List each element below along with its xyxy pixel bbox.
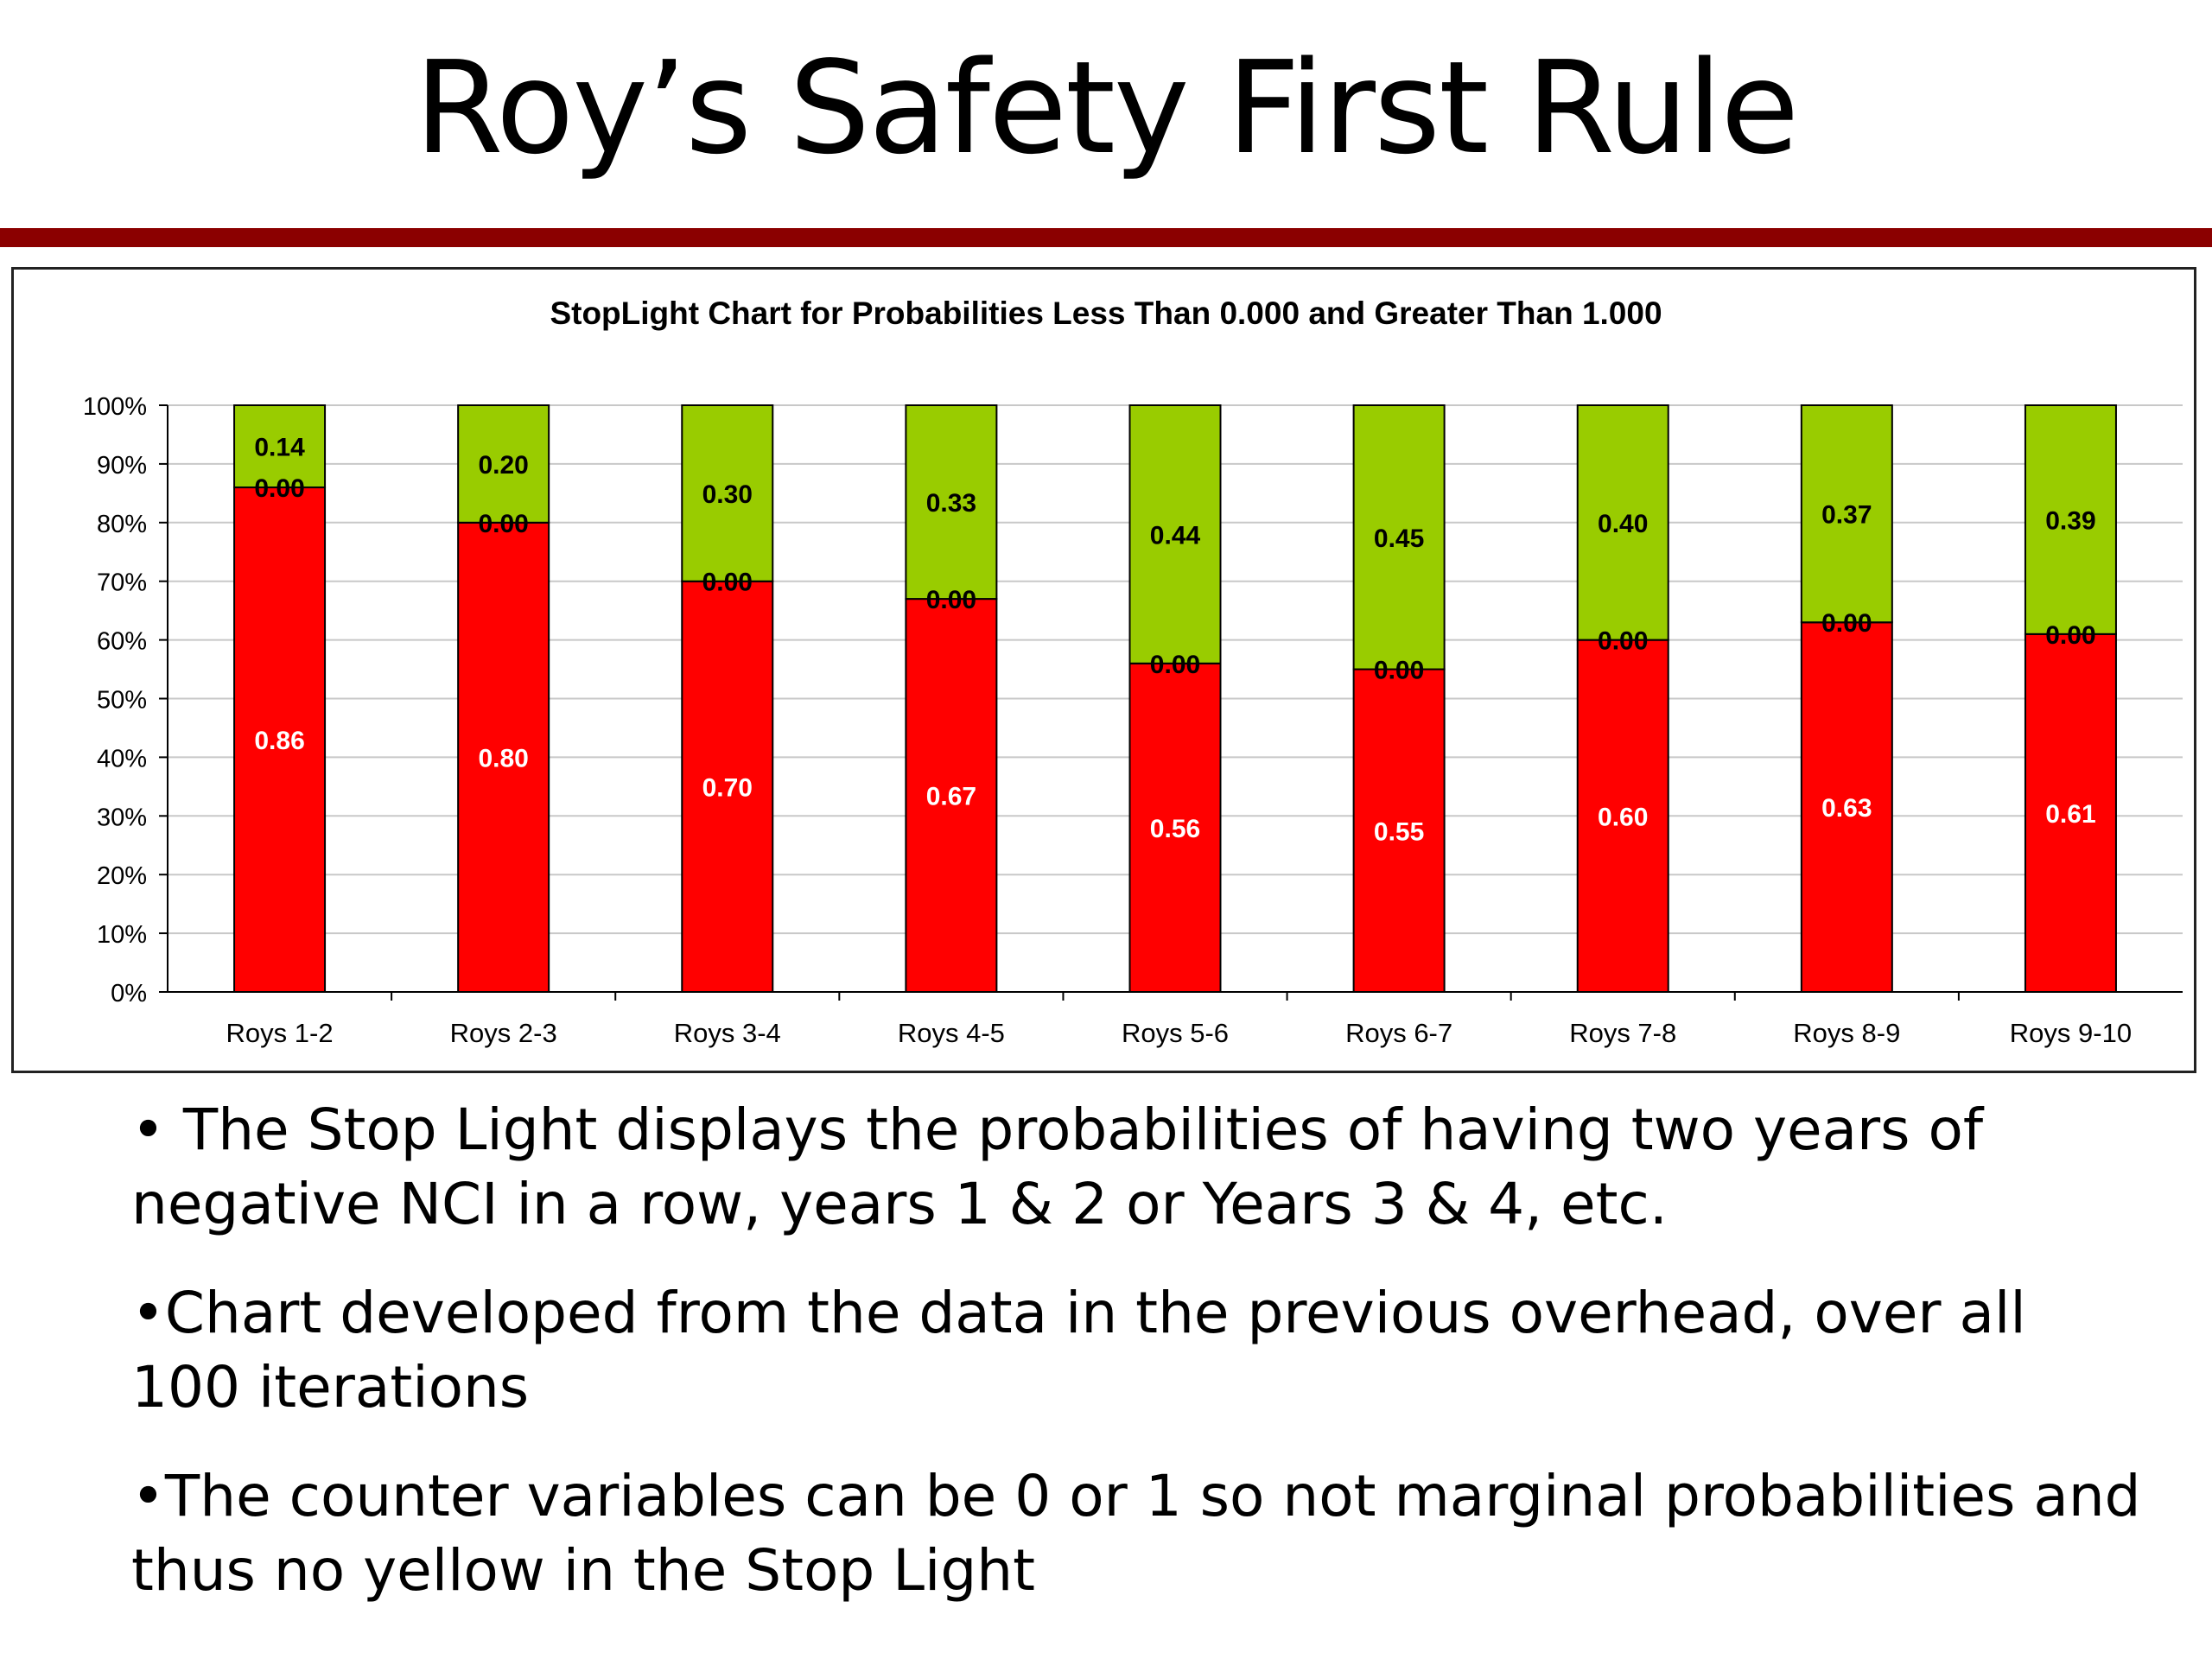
x-tick-label: Roys 2-3 <box>450 1018 557 1048</box>
data-label: 0.00 <box>702 569 753 597</box>
y-tick-label: 20% <box>97 862 147 890</box>
stoplight-chart: StopLight Chart for Probabilities Less T… <box>83 296 2183 1048</box>
data-label: 0.00 <box>1821 609 1872 638</box>
bar-segment <box>457 404 550 524</box>
bar-segment <box>905 404 998 601</box>
data-label: 0.63 <box>1821 794 1872 823</box>
data-label: 0.37 <box>1821 501 1872 530</box>
data-labels: 0.86 0.00 0.14 0.80 0.00 0.20 0.70 0.00 0.30 0.67… <box>254 434 2095 847</box>
data-label: 0.20 <box>478 451 528 480</box>
y-tick-label: 0% <box>111 980 147 1007</box>
data-label: 0.00 <box>2045 621 2095 650</box>
data-label: 0.39 <box>2045 506 2095 535</box>
data-label: 0.14 <box>254 434 305 462</box>
chart-title: StopLight Chart for Probabilities Less T… <box>550 296 1662 331</box>
data-label: 0.80 <box>478 744 528 772</box>
bar-segment <box>2024 404 2117 635</box>
bullet-item: •Chart developed from the data in the pr… <box>131 1280 2026 1421</box>
bar-segment <box>1800 404 1893 624</box>
data-label: 0.40 <box>1598 510 1648 538</box>
data-label: 0.45 <box>1374 524 1424 553</box>
data-label: 0.70 <box>702 773 753 802</box>
y-tick-label: 90% <box>97 452 147 480</box>
bar-segment <box>1576 404 1669 641</box>
data-label: 0.00 <box>1598 627 1648 656</box>
x-tick-label: Roys 4-5 <box>898 1018 1005 1048</box>
data-label: 0.44 <box>1150 521 1201 550</box>
bar-segment <box>457 521 550 993</box>
x-tick-label: Roys 5-6 <box>1122 1018 1229 1048</box>
y-tick-label: 80% <box>97 511 147 538</box>
bar-segment <box>1352 404 1446 671</box>
bar-segment <box>2024 632 2117 993</box>
data-label: 0.30 <box>702 480 753 509</box>
x-tick-label: Roys 7-8 <box>1569 1018 1676 1048</box>
data-label: 0.00 <box>926 586 976 614</box>
data-label: 0.61 <box>2045 800 2095 829</box>
data-label: 0.86 <box>254 727 304 755</box>
bar-segment <box>1128 404 1222 664</box>
data-label: 0.00 <box>1150 651 1200 679</box>
x-tick-label: Roys 3-4 <box>674 1018 781 1048</box>
y-tick-label: 30% <box>97 804 147 831</box>
bar-segment <box>681 404 774 582</box>
slide-title: Roy’s Safety First Rule <box>414 34 1800 182</box>
bar-segment <box>1352 668 1446 993</box>
data-label: 0.67 <box>926 783 976 811</box>
y-tick-label: 10% <box>97 921 147 949</box>
y-tick-label: 60% <box>97 628 147 656</box>
x-tick-label: Roys 8-9 <box>1793 1018 1900 1048</box>
data-label: 0.55 <box>1374 817 1424 846</box>
y-tick-label: 40% <box>97 745 147 772</box>
y-tick-label: 70% <box>97 569 147 597</box>
bars <box>233 404 2117 993</box>
title-rule <box>0 228 2212 247</box>
x-tick-label: Roys 1-2 <box>226 1018 334 1048</box>
data-label: 0.60 <box>1598 803 1648 831</box>
y-tick-label: 50% <box>97 687 147 715</box>
chart-frame: StopLight Chart for Probabilities Less T… <box>11 267 2196 1073</box>
bar-segment <box>1800 621 1893 993</box>
bar-segment <box>1128 662 1222 993</box>
y-tick-label: 100% <box>83 393 147 421</box>
data-label: 0.00 <box>1374 657 1424 685</box>
bullet-item: • The Stop Light displays the probabilit… <box>131 1096 1984 1237</box>
data-label: 0.56 <box>1150 815 1200 843</box>
bullet-item: •The counter variables can be 0 or 1 so … <box>131 1463 2141 1604</box>
data-label: 0.00 <box>478 510 528 538</box>
x-tick-label: Roys 6-7 <box>1345 1018 1452 1048</box>
bullet-list: • The Stop Light displays the probabilit… <box>131 1093 2145 1643</box>
x-tick-label: Roys 9-10 <box>2010 1018 2132 1048</box>
data-label: 0.33 <box>926 489 976 518</box>
bar-segment <box>1576 639 1669 993</box>
data-label: 0.00 <box>254 474 304 503</box>
bar-segment <box>905 598 998 993</box>
bar-segment <box>233 404 327 489</box>
axes: 0% 10% 20% 30% 40% 50% 60% 70% 80% 90% 100% Roys 1-… <box>83 393 2183 1048</box>
